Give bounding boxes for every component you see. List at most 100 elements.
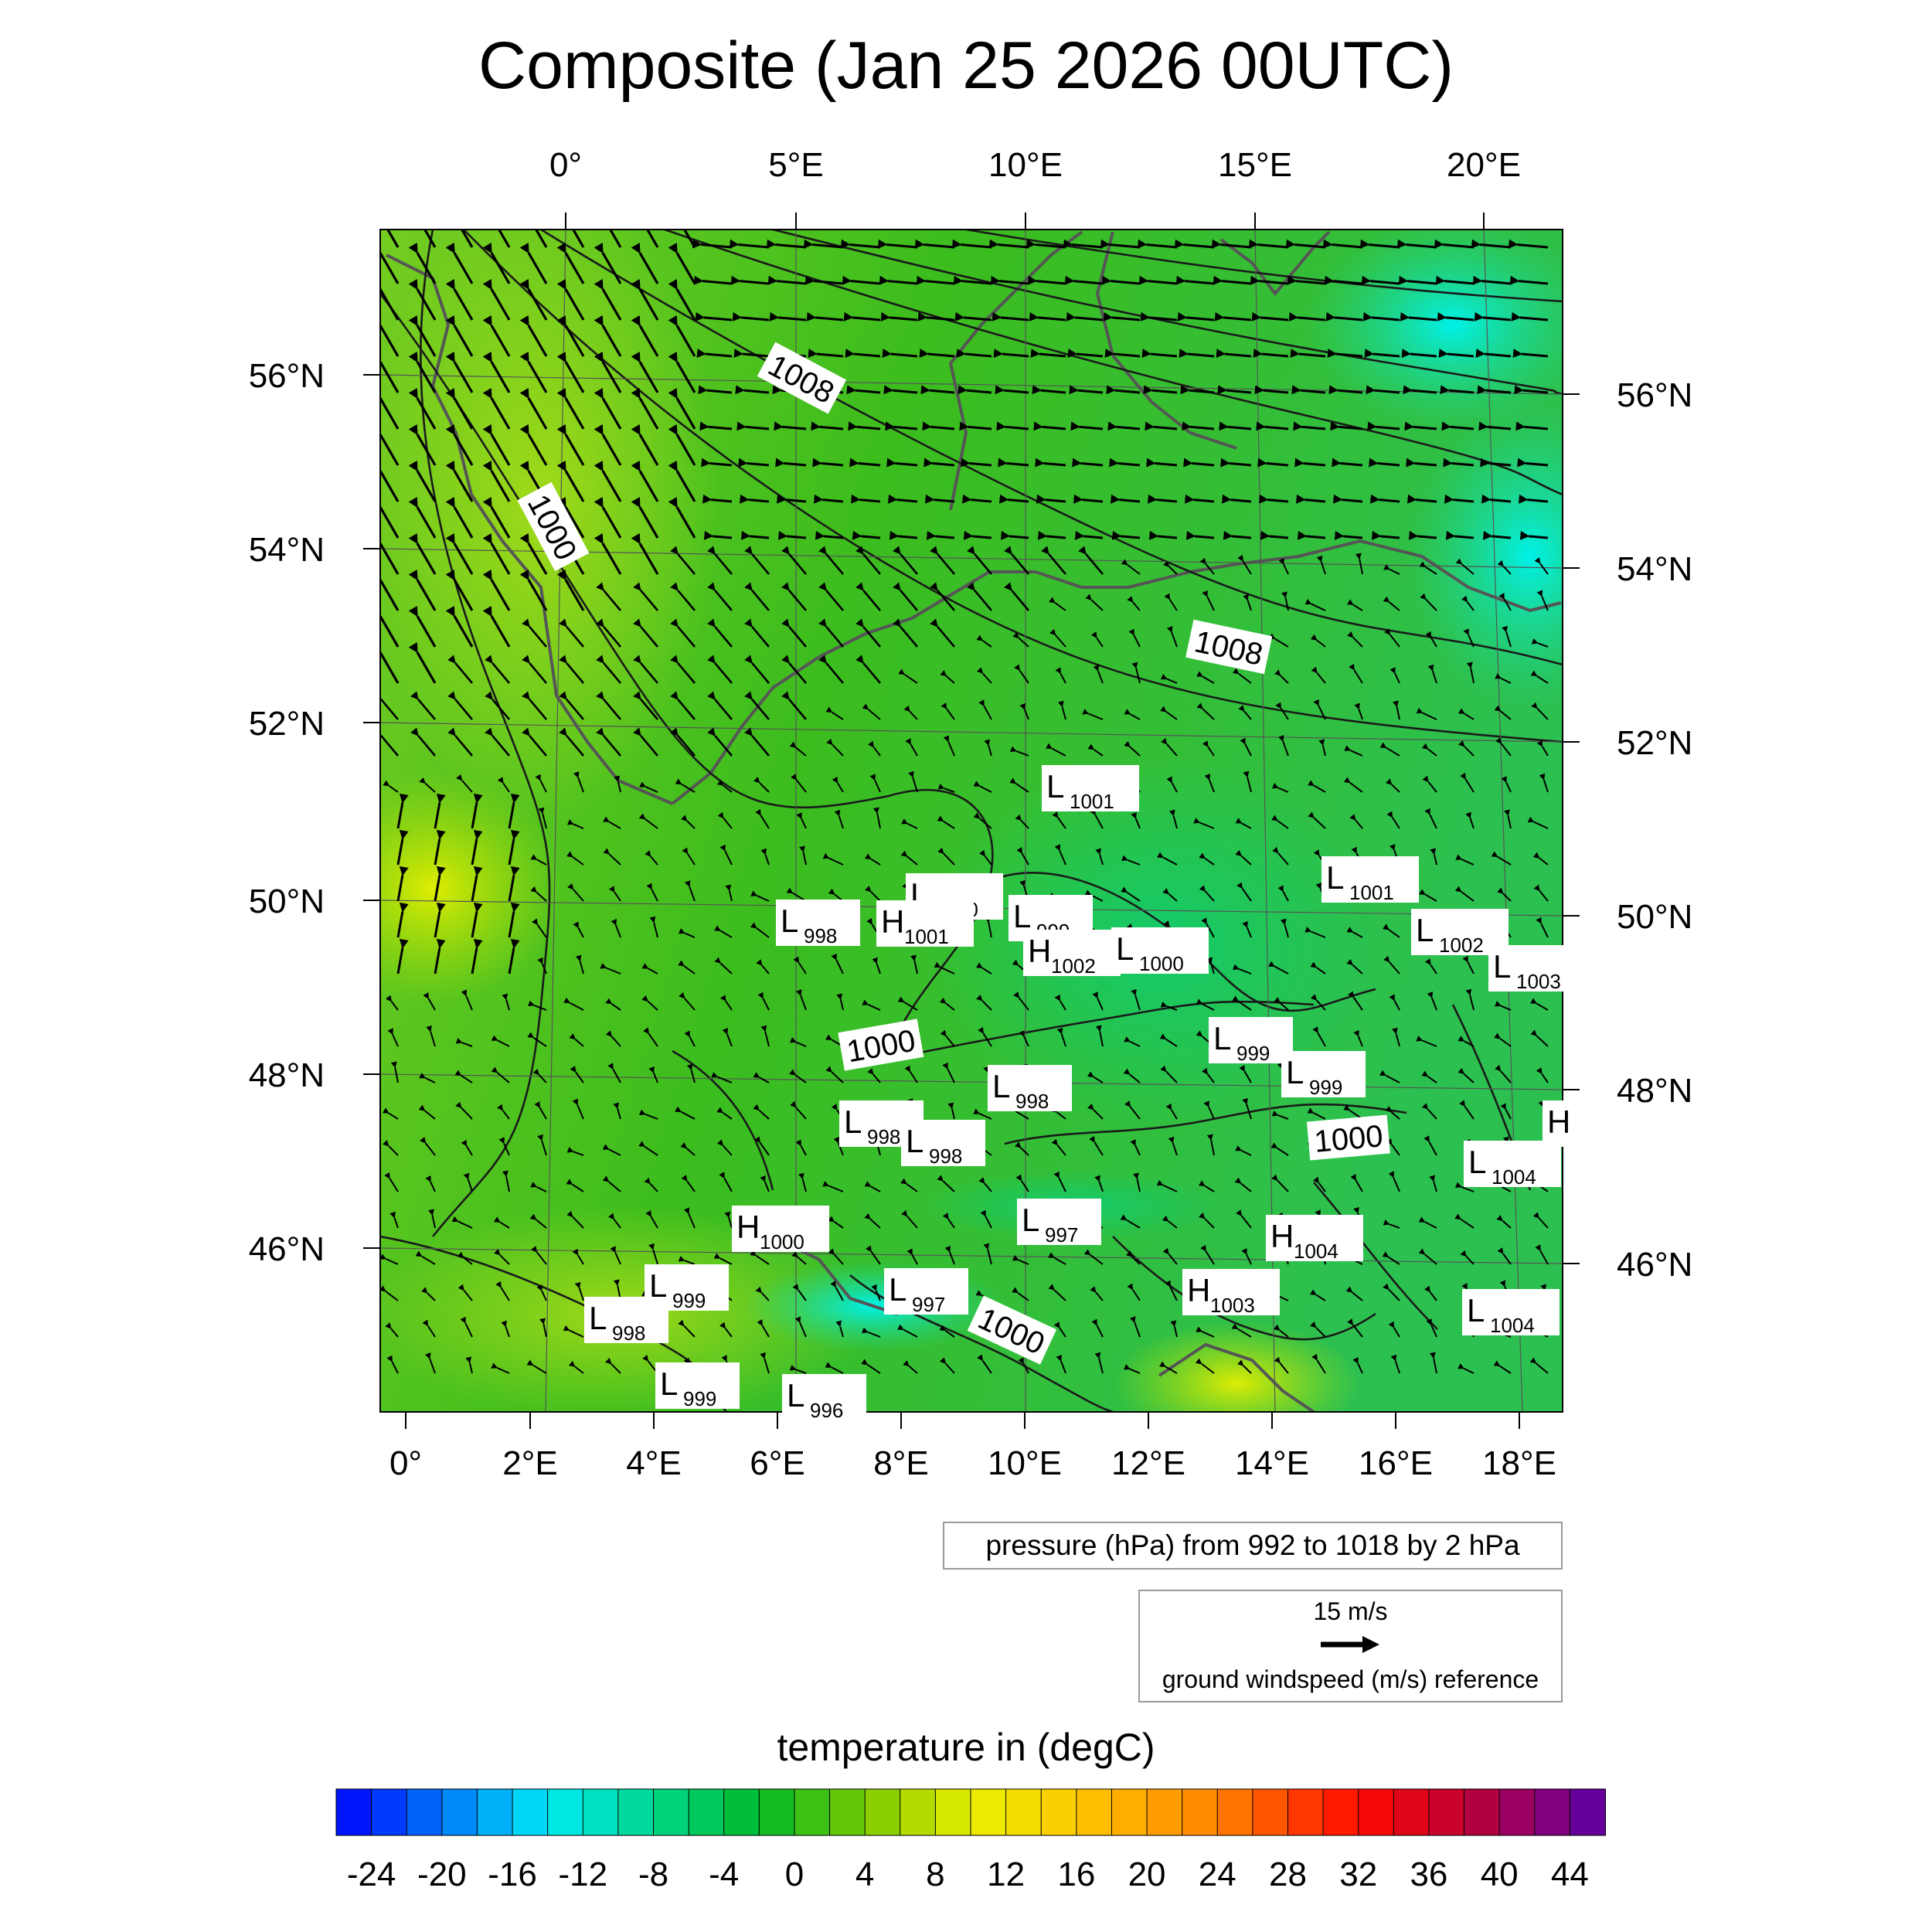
- wind-arrow: [1527, 816, 1549, 829]
- wind-arrow: [1221, 494, 1252, 504]
- wind-arrow: [976, 667, 992, 684]
- wind-arrow: [530, 1182, 547, 1192]
- wind-arrow: [1426, 1318, 1437, 1338]
- wind-arrow: [1383, 923, 1400, 938]
- wind-arrow: [675, 778, 696, 793]
- right-lat-label: 54°N: [1617, 550, 1692, 588]
- wind-arrow: [1460, 1250, 1475, 1265]
- wind-arrow: [954, 311, 992, 321]
- wind-arrow: [1295, 494, 1326, 504]
- wind-arrow: [818, 582, 844, 611]
- wind-arrow: [904, 1065, 918, 1083]
- wind-arrow: [1200, 1244, 1215, 1265]
- wind-arrow: [1162, 1215, 1178, 1229]
- wind-arrow: [774, 421, 807, 431]
- wind-arrow: [1465, 811, 1475, 829]
- wind-arrow: [1242, 1097, 1252, 1120]
- wind-arrow: [1183, 457, 1215, 468]
- wind-arrow: [1199, 557, 1215, 575]
- wind-arrow: [1475, 349, 1512, 359]
- wind-arrow: [1273, 1324, 1289, 1338]
- wind-arrow: [1421, 743, 1437, 757]
- wind-arrow: [760, 848, 770, 866]
- wind-arrow: [808, 349, 844, 359]
- wind-arrow: [1332, 494, 1363, 504]
- wind-arrow: [482, 278, 511, 321]
- svg-text:H: H: [1270, 1218, 1294, 1254]
- wind-arrow: [940, 670, 955, 684]
- wind-reference-label: ground windspeed (m/s) reference: [1162, 1665, 1539, 1693]
- wind-arrow: [1369, 457, 1400, 468]
- wind-arrow: [910, 954, 918, 975]
- wind-arrow: [396, 793, 409, 829]
- wind-arrow: [769, 311, 807, 321]
- svg-text:L: L: [1022, 1202, 1039, 1238]
- wind-arrow: [1504, 809, 1512, 829]
- wind-arrow: [380, 423, 400, 466]
- wind-arrow: [408, 387, 437, 430]
- wind-arrow: [939, 1325, 955, 1338]
- wind-arrow: [1231, 1323, 1252, 1338]
- wind-arrow: [1168, 1136, 1178, 1156]
- wind-arrow: [1535, 1244, 1549, 1265]
- wind-arrow: [777, 530, 807, 540]
- wind-arrow: [1393, 700, 1400, 720]
- wind-arrow: [1129, 1316, 1141, 1338]
- wind-arrow: [447, 691, 473, 720]
- wind-arrow: [670, 727, 696, 757]
- wind-arrow: [1156, 1179, 1178, 1192]
- wind-arrow: [1385, 778, 1400, 793]
- wind-arrow: [556, 387, 585, 430]
- wind-arrow: [445, 351, 474, 393]
- wind-arrow: [1064, 275, 1104, 285]
- wind-arrow: [1477, 385, 1512, 395]
- wind-arrow: [979, 849, 992, 866]
- svg-text:999: 999: [683, 1387, 716, 1410]
- wind-arrow: [1425, 631, 1437, 648]
- wind-arrow: [1213, 275, 1252, 285]
- wind-arrow: [1328, 385, 1363, 395]
- wind-arrow: [1166, 776, 1178, 793]
- wind-arrow: [940, 1029, 955, 1047]
- wind-arrow: [508, 902, 520, 938]
- wind-arrow: [678, 928, 696, 938]
- wind-arrow: [940, 702, 955, 720]
- wind-arrow: [556, 278, 585, 321]
- svg-text:L: L: [1416, 912, 1434, 948]
- wind-arrow: [924, 494, 955, 504]
- wind-arrow: [535, 774, 547, 793]
- wind-arrow: [519, 242, 548, 284]
- wind-arrow: [865, 886, 881, 902]
- wind-arrow: [756, 959, 770, 975]
- wind-arrow: [719, 1172, 733, 1192]
- wind-arrow: [600, 963, 621, 975]
- wind-arrow: [1390, 1354, 1400, 1374]
- wind-arrow: [1013, 992, 1029, 1011]
- wind-arrow: [380, 387, 400, 430]
- wind-arrow: [714, 925, 733, 938]
- svg-text:999: 999: [672, 1289, 706, 1312]
- wind-arrow: [668, 242, 696, 284]
- wind-arrow: [563, 1325, 584, 1338]
- wind-arrow: [951, 239, 992, 249]
- wind-arrow: [942, 1213, 955, 1229]
- wind-arrow: [1087, 1071, 1104, 1083]
- bottom-lon-label: 12°E: [1111, 1444, 1185, 1482]
- wind-arrow: [744, 691, 770, 720]
- wind-arrow: [668, 351, 696, 393]
- wind-arrow: [594, 278, 622, 321]
- wind-arrow: [1364, 349, 1400, 359]
- wind-arrow: [828, 1216, 844, 1229]
- wind-arrow: [901, 1209, 918, 1229]
- map-title: Composite (Jan 25 2026 00UTC): [478, 29, 1454, 103]
- wind-arrow: [408, 278, 437, 321]
- wind-arrow: [939, 1357, 955, 1374]
- wind-arrow: [1353, 1029, 1363, 1047]
- wind-arrow: [668, 460, 696, 502]
- wind-arrow: [1232, 964, 1252, 975]
- wind-arrow: [424, 1352, 436, 1374]
- wind-arrow: [1386, 1138, 1400, 1156]
- wind-arrow: [410, 691, 436, 720]
- wind-arrow: [426, 1025, 436, 1047]
- wind-arrow: [937, 783, 955, 793]
